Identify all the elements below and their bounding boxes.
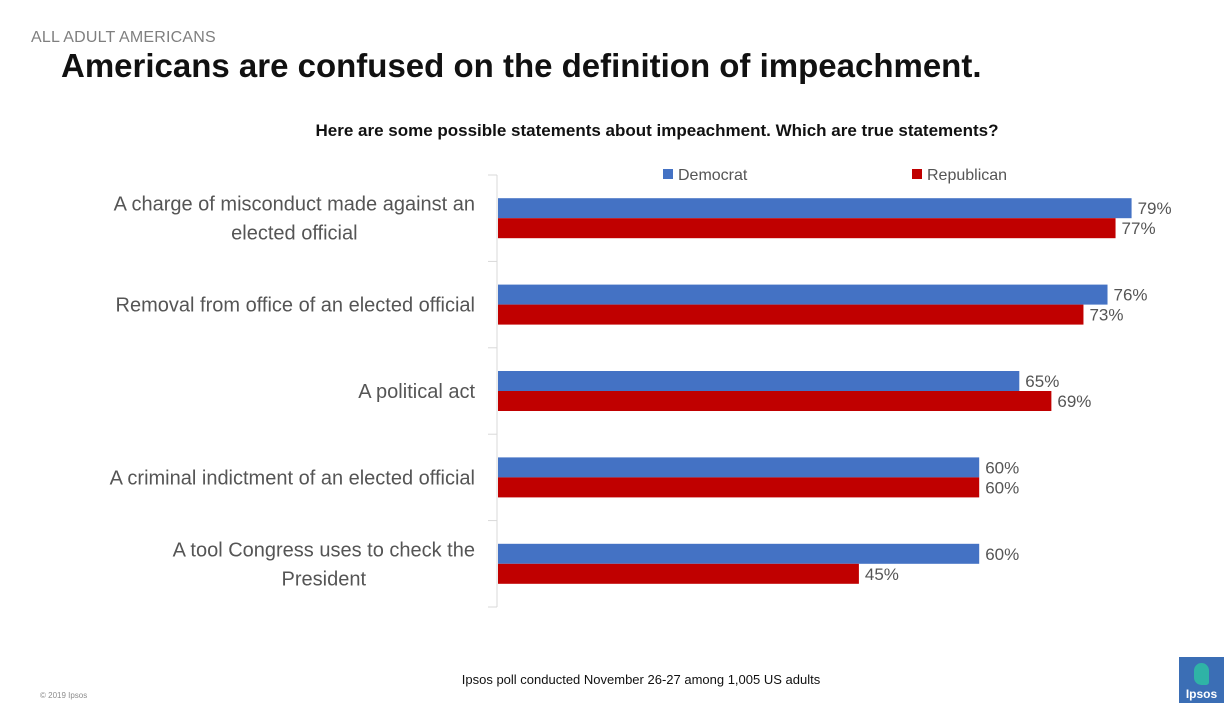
chart-question: Here are some possible statements about … <box>315 121 999 140</box>
legend-label-republican: Republican <box>927 167 1007 184</box>
bar-republican-5 <box>498 563 859 584</box>
category-label-4: A criminal indictment of an elected offi… <box>110 467 475 489</box>
bar-republican-2 <box>498 304 1084 325</box>
category-label-2: Removal from office of an elected offici… <box>116 295 475 317</box>
category-label-5: President <box>282 568 367 590</box>
source-note: Ipsos poll conducted November 26-27 amon… <box>461 672 821 687</box>
legend-label-democrat: Democrat <box>678 167 748 184</box>
category-label-1: elected official <box>231 223 357 245</box>
section-kicker: ALL ADULT AMERICANS <box>31 29 216 46</box>
category-label-5: A tool Congress uses to check the <box>173 539 475 561</box>
value-label-republican-5: 45% <box>865 565 899 584</box>
value-label-republican-1: 77% <box>1122 219 1156 238</box>
value-label-democrat-5: 60% <box>985 545 1019 564</box>
value-label-republican-4: 60% <box>985 478 1019 497</box>
ipsos-logo-icon <box>1194 663 1209 685</box>
page-title: Americans are confused on the definition… <box>61 47 982 84</box>
bar-republican-1 <box>498 218 1116 239</box>
category-label-3: A political act <box>358 381 475 403</box>
bar-democrat-5 <box>498 543 980 564</box>
value-label-democrat-4: 60% <box>985 458 1019 477</box>
bar-democrat-4 <box>498 457 980 478</box>
bar-republican-3 <box>498 391 1052 411</box>
bar-democrat-1 <box>498 198 1132 219</box>
value-label-democrat-3: 65% <box>1025 372 1059 391</box>
logo-text: Ipsos <box>1185 687 1218 701</box>
copyright-text: © 2019 Ipsos <box>40 691 88 700</box>
legend-swatch-democrat <box>663 169 673 179</box>
value-label-democrat-2: 76% <box>1114 286 1148 305</box>
legend-swatch-republican <box>912 169 922 179</box>
bar-democrat-3 <box>498 371 1020 391</box>
ipsos-logo: Ipsos <box>1179 657 1224 703</box>
value-label-republican-2: 73% <box>1089 306 1123 325</box>
bar-republican-4 <box>498 477 980 498</box>
value-label-republican-3: 69% <box>1057 392 1091 411</box>
category-label-1: A charge of misconduct made against an <box>114 194 475 216</box>
value-label-democrat-1: 79% <box>1138 199 1172 218</box>
bar-democrat-2 <box>498 284 1108 305</box>
